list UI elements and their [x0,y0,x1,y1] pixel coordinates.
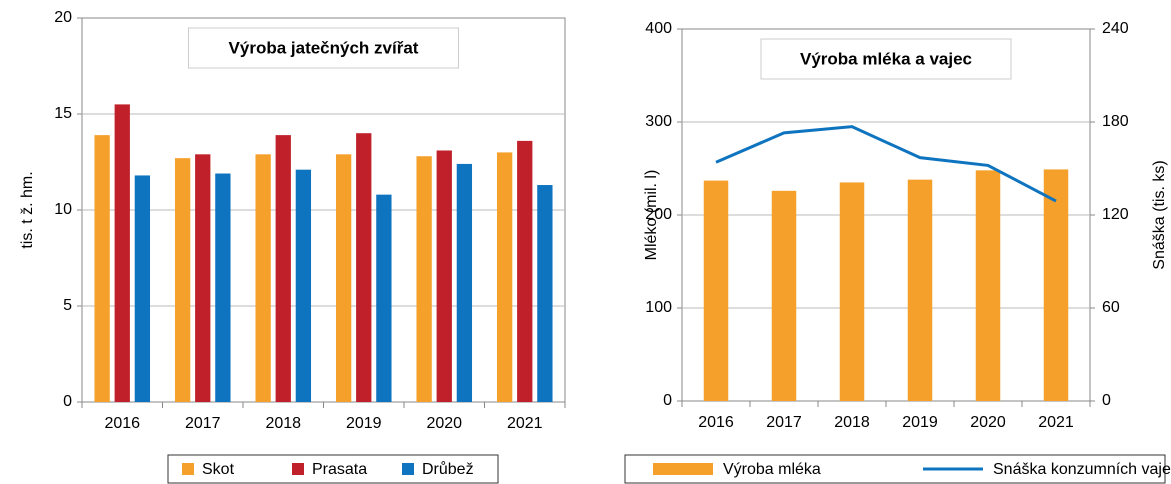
x-tick-label: 2016 [698,414,734,431]
x-tick-label: 2016 [104,415,140,432]
bar [436,150,452,402]
bar [255,154,271,402]
y2-tick-label: 60 [1102,299,1120,316]
bar [416,156,432,402]
bar [1043,169,1069,401]
y-tick-label: 100 [645,299,672,316]
legend-label: Drůbež [422,460,474,478]
title-box [188,27,459,69]
bar [907,179,933,401]
bar [174,158,191,402]
y-tick-label: 0 [63,393,72,410]
bar [771,190,797,401]
title-box [760,38,1012,80]
y-axis-label: tis. t ž. hm. [19,171,36,248]
bar [456,163,473,402]
x-tick-label: 2021 [507,415,543,432]
chart-title: Výroba jatečných zvířat [229,38,419,57]
y2-tick-label: 0 [1102,392,1111,409]
legend-swatch [653,463,713,475]
x-tick-label: 2017 [185,415,221,432]
bar [134,175,151,402]
bar [376,194,392,402]
y-tick-label: 5 [63,297,72,314]
bar [215,173,231,402]
bar [295,169,312,402]
bar [275,135,291,402]
line-series [715,125,1057,203]
bar [356,133,372,402]
y-tick-label: 300 [645,113,672,130]
legend-label: Skot [202,461,235,478]
x-tick-label: 2017 [766,414,802,431]
bar [94,135,110,402]
legend-swatch [292,463,304,475]
x-tick-label: 2018 [834,414,870,431]
y-tick-label: 15 [54,105,72,122]
bar [703,180,729,401]
bar [839,182,865,401]
y-axis-label: Mléko (mil. l) [643,170,660,261]
legend-swatch [182,463,194,475]
y-tick-label: 10 [54,201,72,218]
x-tick-label: 2019 [346,415,382,432]
bar [114,104,130,403]
bar [335,154,352,402]
y2-axis-label: Snáška (tis. ks) [1151,160,1168,269]
y2-tick-label: 180 [1102,113,1129,130]
bar [496,152,513,402]
x-tick-label: 2019 [902,414,938,431]
y-tick-label: 200 [645,206,672,223]
y-tick-label: 20 [54,9,72,26]
legend-label: Prasata [312,461,367,478]
chart-title: Výroba mléka a vajec [800,49,972,68]
legend-label: Výroba mléka [723,461,821,478]
y2-tick-label: 120 [1102,206,1129,223]
x-tick-label: 2020 [426,415,462,432]
x-tick-label: 2021 [1038,414,1074,431]
bar [195,154,211,402]
bar [975,170,1001,401]
bar [517,140,533,402]
legend-box [167,454,499,484]
bar [537,185,553,402]
x-tick-label: 2018 [265,415,301,432]
legend-swatch [402,463,414,475]
x-tick-label: 2020 [970,414,1006,431]
legend-label: Snáška konzumních vajec [993,461,1171,478]
y-tick-label: 0 [663,392,672,409]
y2-tick-label: 240 [1102,20,1129,37]
legend-box [624,454,1166,484]
y-tick-label: 400 [645,20,672,37]
